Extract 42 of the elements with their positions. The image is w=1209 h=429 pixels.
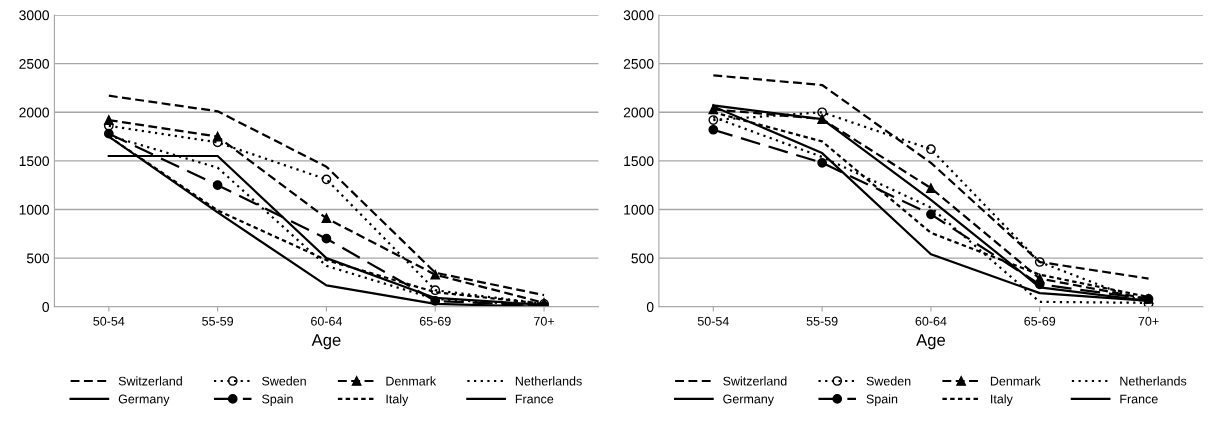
y-tick-label: 2500	[623, 58, 654, 69]
y-tick-label: 2500	[19, 58, 49, 69]
x-tick-label: 70+	[534, 316, 555, 326]
legend-label: Spain	[262, 394, 293, 406]
legend-label: Sweden	[262, 376, 306, 386]
y-tick-label: 500	[631, 253, 654, 264]
x-tick-label: 60-64	[311, 316, 343, 326]
y-tick-label: 2000	[623, 107, 654, 118]
x-tick-label: 65-69	[419, 316, 451, 326]
x-axis-title: Age	[311, 334, 341, 350]
y-tick-label: 1000	[19, 204, 49, 215]
y-tick-label: 0	[42, 302, 49, 312]
legend-label: Netherlands	[515, 376, 582, 386]
x-tick-label: 55-59	[806, 316, 838, 326]
legend-label: Germany	[118, 394, 170, 406]
legend-label: Netherlands	[1120, 376, 1187, 386]
legend-label: France	[515, 394, 554, 404]
y-tick-label: 1000	[624, 204, 654, 215]
x-tick-label: 70+	[1138, 316, 1159, 326]
x-tick-label: 50-54	[697, 316, 729, 326]
x-tick-label: 65-69	[1024, 316, 1056, 326]
y-tick-label: 1500	[19, 156, 49, 167]
x-tick-label: 55-59	[202, 316, 234, 326]
legend-label: Switzerland	[723, 376, 787, 386]
x-tick-label: 60-64	[915, 316, 947, 326]
legend-label: Italy	[386, 394, 409, 406]
legend-label: Denmark	[990, 376, 1041, 386]
legend-label: France	[1120, 394, 1158, 404]
y-tick-label: 2000	[19, 107, 49, 118]
legend-label: Germany	[723, 394, 774, 406]
legend-label: Switzerland	[118, 376, 182, 386]
y-tick-label: 500	[26, 253, 49, 264]
y-tick-label: 3000	[19, 10, 49, 21]
legend-label: Sweden	[866, 376, 911, 386]
y-tick-label: 3000	[623, 10, 654, 21]
x-axis-title: Age	[916, 334, 946, 350]
y-tick-label: 0	[646, 302, 654, 312]
x-tick-label: 50-54	[93, 316, 125, 326]
legend-label: Denmark	[386, 376, 437, 386]
legend-label: Spain	[866, 394, 898, 406]
legend-label: Italy	[991, 394, 1013, 406]
y-tick-label: 1500	[624, 156, 654, 167]
